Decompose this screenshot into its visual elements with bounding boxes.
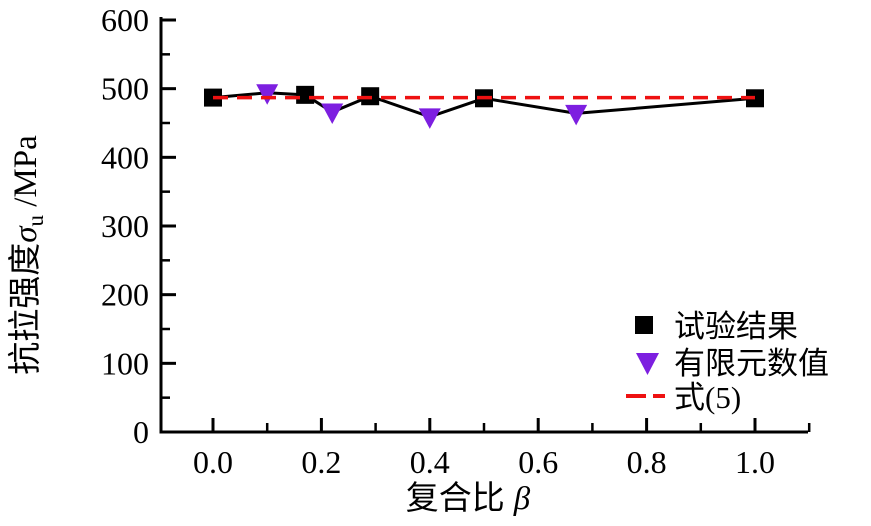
y-tick-label: 0 [133, 414, 149, 450]
x-tick-label: 0.6 [518, 444, 558, 480]
y-axis-title-unit: /MPa [8, 135, 44, 215]
x-tick-label: 0.0 [193, 444, 233, 480]
data-point-triangle-down [418, 108, 441, 129]
legend-label-fem: 有限元数值 [674, 346, 829, 381]
legend-label-experimental: 试验结果 [674, 309, 798, 344]
y-axis-title: 抗拉强度σu /MPa [7, 135, 48, 375]
legend: 试验结果 有限元数值 式(5) [626, 309, 829, 415]
y-axis-title-subscript: u [23, 214, 48, 226]
y-tick-label: 100 [101, 345, 149, 381]
data-point-square [296, 85, 315, 104]
legend-marker-triangle-down [636, 353, 659, 375]
x-tick-label: 0.4 [410, 444, 450, 480]
x-tick-label: 0.8 [627, 444, 667, 480]
y-axis-title-text: 抗拉强度 [7, 243, 44, 375]
y-tick-label: 500 [101, 71, 149, 107]
y-tick-label: 200 [101, 277, 149, 313]
legend-label-eq5: 式(5) [674, 380, 741, 415]
y-tick-label: 400 [101, 139, 149, 175]
y-tick-label: 600 [101, 2, 149, 38]
x-tick-label: 1.0 [735, 444, 775, 480]
y-tick-label: 300 [101, 208, 149, 244]
data-series [204, 84, 764, 129]
data-point-triangle-down [565, 104, 588, 126]
x-tick-label: 0.2 [301, 444, 341, 480]
legend-marker-square [635, 316, 653, 334]
axes: 0 100 200 300 400 500 600 0.0 0.2 0.4 0.6 0.8 1.0 [101, 2, 811, 480]
x-axis-title-symbol: β [513, 481, 531, 517]
y-axis-title-symbol: σ [8, 225, 44, 243]
data-point-triangle-down [256, 84, 279, 105]
x-axis-title-text: 复合比 [406, 480, 505, 517]
x-axis-title: 复合比 β [406, 480, 531, 517]
data-point-triangle-down [321, 103, 344, 125]
